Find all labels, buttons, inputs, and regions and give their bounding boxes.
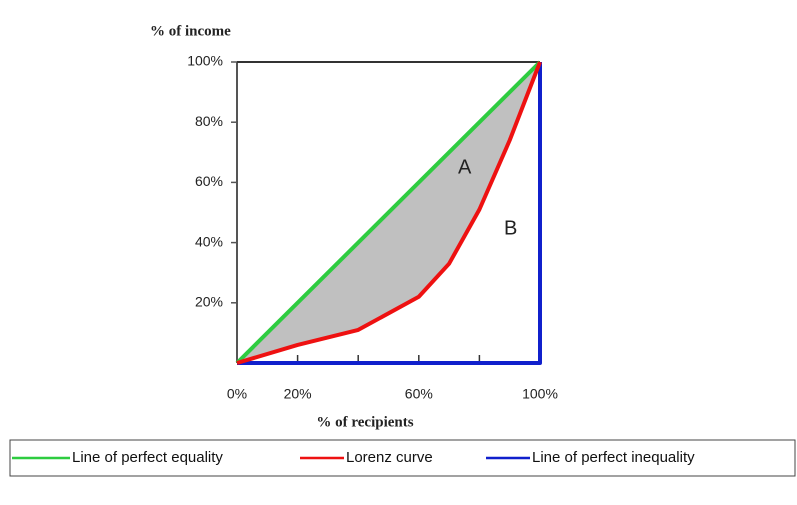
y-tick-label: 80% (195, 113, 223, 129)
x-tick-label: 60% (405, 386, 433, 402)
annotation: B (504, 217, 517, 239)
annotation: A (458, 156, 472, 178)
y-axis-title: % of income (150, 23, 231, 39)
legend-label: Lorenz curve (346, 449, 433, 466)
legend-label: Line of perfect inequality (532, 449, 695, 466)
legend-box (9, 439, 796, 477)
y-tick-label: 20% (195, 294, 223, 310)
series-line (236, 61, 542, 365)
series-line (237, 62, 542, 365)
y-tick-label: 40% (195, 233, 223, 249)
y-tick-label: 60% (195, 173, 223, 189)
x-tick-label: 20% (284, 386, 312, 402)
legend-label: Line of perfect equality (72, 449, 223, 466)
series-line (235, 60, 542, 365)
x-tick-label: 0% (227, 386, 247, 402)
x-axis-title: % of recipients (316, 414, 413, 430)
y-tick-label: 100% (187, 53, 223, 69)
x-tick-label: 100% (522, 386, 558, 402)
